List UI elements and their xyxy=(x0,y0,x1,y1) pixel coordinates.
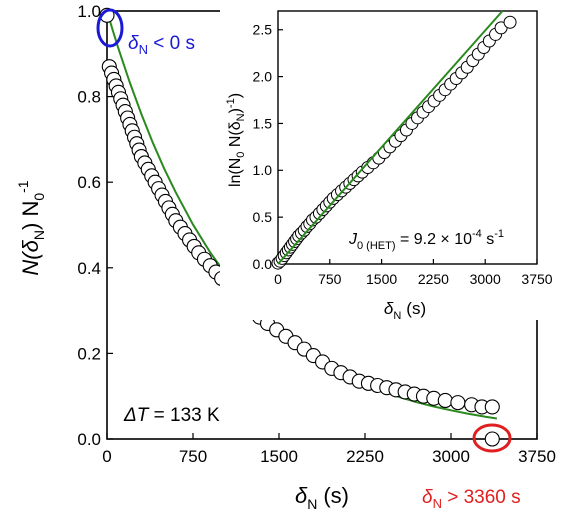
x-tick-label: 0 xyxy=(102,447,111,466)
data-point xyxy=(437,392,453,409)
y-tick-label: 0.5 xyxy=(253,209,273,225)
fit-line xyxy=(277,10,504,265)
inset-chart: 0 750 1500 2250 3000 3750 0.0 0.5 1.0 1.5 2.0 2.5 l… xyxy=(220,5,560,322)
x-tick-label: 3000 xyxy=(432,447,470,466)
y-tick-label: 0.6 xyxy=(77,173,101,192)
x-tick-label: 2250 xyxy=(346,447,384,466)
left-annotation: δN < 0 s xyxy=(128,33,195,57)
right-annotation: δN > 3360 s xyxy=(422,487,521,511)
x-tick-label: 3000 xyxy=(470,271,501,287)
y-tick-label: 0.4 xyxy=(77,259,101,278)
data-point xyxy=(450,395,466,411)
y-tick-label: 1.0 xyxy=(77,2,101,21)
x-tick-label: 0 xyxy=(274,271,282,287)
x-tick-label: 750 xyxy=(318,271,342,287)
x-tick-label: 750 xyxy=(179,447,207,466)
data-point xyxy=(484,399,500,415)
data-point xyxy=(503,15,517,29)
x-tick-label: 1500 xyxy=(260,447,298,466)
blue-highlight-ellipse xyxy=(96,8,124,48)
main-axes: 0 750 1500 2250 3000 3750 0.0 0.2 0.4 0.6 0.8 1.0 xyxy=(77,2,556,466)
inset-x-axis-label: δN (s) xyxy=(384,299,426,322)
inset-axes: 0 750 1500 2250 3000 3750 0.0 0.5 1.0 1.5 2.0 2.5 xyxy=(253,22,553,287)
x-tick-label: 2250 xyxy=(418,271,449,287)
inset-fit-line xyxy=(277,10,504,265)
data-point xyxy=(484,431,500,447)
inset-data-points xyxy=(271,15,517,270)
main-y-axis-label: N(δN) N0-1 xyxy=(15,180,47,275)
y-tick-label: 1.5 xyxy=(253,115,273,131)
rate-annotation: J0 (HET) = 9.2 × 10-4 s-1 xyxy=(348,228,504,252)
inset-y-axis-label: ln(N0 N(δN)-1) xyxy=(225,93,247,187)
y-tick-label: 0.0 xyxy=(253,256,273,272)
y-tick-label: 1.0 xyxy=(253,162,273,178)
delta-t-annotation: ΔT = 133 K xyxy=(123,405,220,426)
y-tick-label: 0.2 xyxy=(77,344,101,363)
main-x-axis-label: δN (s) xyxy=(295,483,349,512)
x-tick-label: 1500 xyxy=(366,271,397,287)
y-tick-label: 0.8 xyxy=(77,88,101,107)
y-tick-label: 2.0 xyxy=(253,68,273,84)
inset-plot-frame xyxy=(277,10,538,265)
y-tick-label: 0.0 xyxy=(77,430,101,449)
x-tick-label: 3750 xyxy=(518,447,556,466)
y-tick-label: 2.5 xyxy=(253,22,273,38)
x-tick-label: 3750 xyxy=(521,271,552,287)
red-highlight-ellipse xyxy=(472,423,512,453)
